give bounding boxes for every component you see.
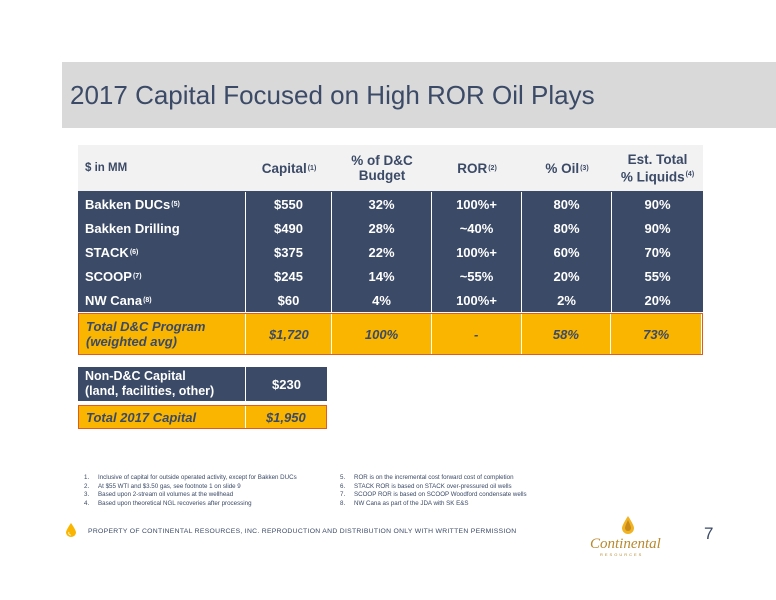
header-capital: Capital (1) <box>261 160 317 176</box>
row-capital: $490 <box>246 216 332 240</box>
row-name: Bakken Drilling <box>78 216 246 240</box>
footnote: 1. Inclusive of capital for outside opera… <box>84 474 297 481</box>
footer-disclaimer: PROPERTY OF CONTINENTAL RESOURCES, INC. … <box>88 528 517 535</box>
table-row: NW Cana (8) $60 4% 100%+ 2% 20% <box>78 288 703 312</box>
row-oil: 80% <box>522 192 612 216</box>
table-row: SCOOP (7) $245 14% ~55% 20% 55% <box>78 264 703 288</box>
row-liquids: 90% <box>644 196 671 212</box>
non-dc-capital: $230 <box>272 376 301 392</box>
header-ror: ROR (2) <box>457 160 497 176</box>
table-row: STACK (6) $375 22% 100%+ 60% 70% <box>78 240 703 264</box>
total-capital-name: Total 2017 Capital <box>79 406 246 428</box>
row-capital: $60 <box>246 288 332 312</box>
footnote: 8. NW Cana as part of the JDA with SK E&S <box>340 499 469 507</box>
footnote: 7. SCOOP ROR is based on SCOOP Woodford c… <box>340 491 527 498</box>
total-dc-oil: 58% <box>522 314 612 354</box>
footnote: 4. Based upon theoretical NGL recoveries … <box>84 499 252 507</box>
footnotes-left: 1. Inclusive of capital for outside opera… <box>84 474 297 508</box>
table-row: Bakken Drilling $490 28% ~40% 80% 90% <box>78 216 703 240</box>
total-capital-row: Total 2017 Capital $1,950 <box>78 405 327 429</box>
footnote: 6. STACK ROR is based on STACK over-press… <box>340 482 512 490</box>
footnote: 5. ROR is on the incremental cost forward… <box>340 474 514 481</box>
total-dc-pct: 100% <box>332 314 432 354</box>
row-capital: $550 <box>246 192 332 216</box>
total-dc-row: Total D&C Program (weighted avg) $1,720 1… <box>78 313 703 355</box>
row-liquids: 20% <box>644 292 671 308</box>
row-liquids: 70% <box>644 244 671 260</box>
logo-subtext: RESOURCES <box>600 552 644 557</box>
row-ror: 100%+ <box>432 288 522 312</box>
header-oil: % Oil (3) <box>545 160 589 176</box>
footnote: 3. Based upon 2-stream oil volumes at the… <box>84 491 234 498</box>
row-liquids: 90% <box>644 220 671 236</box>
row-name: SCOOP (7) <box>78 264 246 288</box>
header-liquids: Est. Total% Liquids(4) <box>620 151 695 185</box>
row-oil: 60% <box>522 240 612 264</box>
header-pct-dc: % of D&C Budget <box>351 153 413 183</box>
row-capital: $375 <box>246 240 332 264</box>
row-pct: 28% <box>332 216 432 240</box>
title-bar <box>62 62 776 128</box>
row-name: NW Cana (8) <box>78 288 246 312</box>
footnotes-right: 5. ROR is on the incremental cost forward… <box>340 474 527 508</box>
row-pct: 22% <box>332 240 432 264</box>
page-number: 7 <box>704 524 714 543</box>
row-oil: 20% <box>522 264 612 288</box>
total-dc-capital: $1,720 <box>246 314 333 354</box>
table-header-row: $ in MM Capital (1) % of D&C Budget ROR (2)… <box>78 145 703 193</box>
row-oil: 2% <box>522 288 612 312</box>
header-units: $ in MM <box>85 161 128 174</box>
row-ror: 100%+ <box>432 240 522 264</box>
total-capital-value: $1,950 <box>265 409 306 425</box>
row-ror: 100%+ <box>432 192 522 216</box>
table-row: Bakken DUCs (5) $550 32% 100%+ 80% 90% <box>78 192 703 216</box>
row-ror: ~55% <box>432 264 522 288</box>
row-pct: 14% <box>332 264 432 288</box>
oil-drop-icon <box>66 523 76 537</box>
row-pct: 4% <box>332 288 432 312</box>
logo-text: Continental <box>590 536 661 552</box>
page-title: 2017 Capital Focused on High ROR Oil Pla… <box>70 80 595 110</box>
row-oil: 80% <box>522 216 612 240</box>
row-liquids: 55% <box>644 268 671 284</box>
non-dc-name: Non-D&C Capital (land, facilities, other) <box>78 367 246 401</box>
total-dc-liquids: 73% <box>611 314 702 354</box>
row-pct: 32% <box>332 192 432 216</box>
total-dc-ror: - <box>432 314 522 354</box>
logo-drop-icon <box>622 516 634 534</box>
footnote: 2. At $55 WTI and $3.50 gas, see footnote… <box>84 482 241 490</box>
row-capital: $245 <box>246 264 332 288</box>
row-ror: ~40% <box>432 216 522 240</box>
total-dc-name: Total D&C Program (weighted avg) <box>79 314 247 354</box>
row-name: Bakken DUCs (5) <box>78 192 246 216</box>
non-dc-row: Non-D&C Capital (land, facilities, other)… <box>78 367 327 401</box>
row-name: STACK (6) <box>78 240 246 264</box>
